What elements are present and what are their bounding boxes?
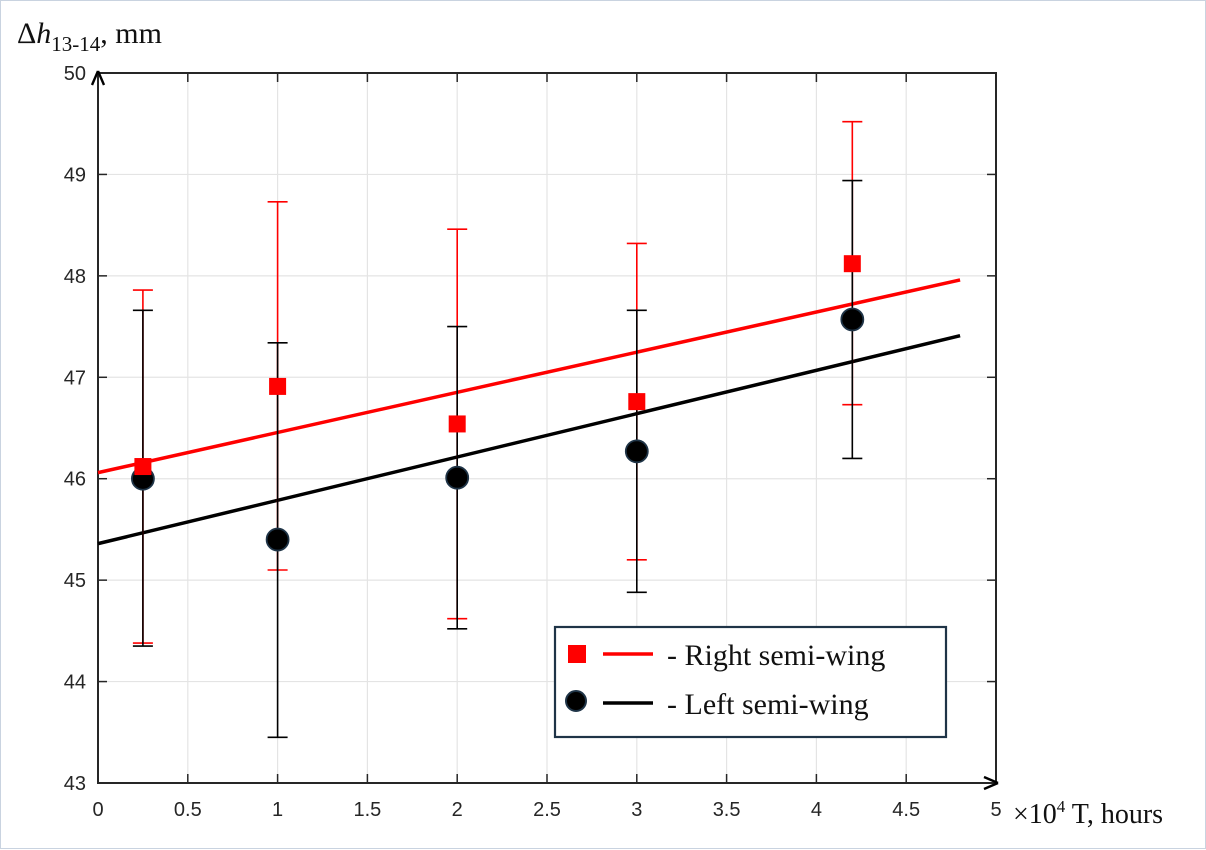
- legend-left-label: - Left semi-wing: [667, 688, 869, 721]
- right-semi-wing-point: [134, 458, 152, 476]
- y-tick-label: 43: [64, 773, 86, 795]
- x-axis-label: ×104 T, hours: [1013, 797, 1163, 830]
- right-semi-wing-point: [269, 377, 287, 395]
- legend-box: [553, 625, 948, 739]
- x-tick-label: 1: [272, 799, 283, 821]
- legend-left-marker: [565, 690, 587, 712]
- x-tick-label: 4.5: [892, 799, 920, 821]
- left-semi-wing-point: [265, 527, 290, 552]
- x-axis-arrow: [983, 775, 999, 791]
- legend-right-marker: [568, 645, 586, 663]
- x-tick-label: 3.5: [713, 799, 741, 821]
- legend: - Right semi-wing - Left semi-wing: [553, 625, 948, 739]
- x-tick-label: 2.5: [533, 799, 561, 821]
- right-semi-wing-point: [843, 255, 861, 273]
- left-semi-wing-point: [624, 439, 649, 464]
- legend-right-label: - Right semi-wing: [667, 639, 885, 672]
- y-tick-label: 49: [64, 164, 86, 186]
- data-markers: [130, 255, 865, 552]
- right-semi-wing-point: [448, 415, 466, 433]
- y-tick-label: 45: [64, 570, 86, 592]
- y-axis-label: Δh13-14, mm: [17, 17, 162, 56]
- right-semi-wing-trend-line: [97, 278, 961, 475]
- right-semi-wing-point: [628, 393, 646, 411]
- x-tick-label: 5: [990, 799, 1001, 821]
- y-tick-label: 44: [64, 672, 86, 694]
- x-tick-label: 0: [92, 799, 103, 821]
- y-tick-label: 46: [64, 469, 86, 491]
- error-bars: [132, 120, 863, 739]
- left-semi-wing-point: [840, 307, 865, 332]
- trend-lines: [97, 278, 961, 546]
- y-tick-label: 47: [64, 367, 86, 389]
- y-axis-arrow: [90, 70, 106, 86]
- y-tick-label: 50: [64, 63, 86, 85]
- y-tick-label: 48: [64, 266, 86, 288]
- x-tick-label: 1.5: [353, 799, 381, 821]
- x-tick-label: 3: [631, 799, 642, 821]
- x-tick-label: 4: [811, 799, 822, 821]
- axis-ticks: 0 0.5 1 1.5 2 2.5 3 3.5 4 4.5 5 43 44 45 46 47 48 49 50: [64, 63, 1002, 821]
- left-semi-wing-point: [445, 465, 470, 490]
- x-tick-label: 2: [452, 799, 463, 821]
- x-tick-label: 0.5: [174, 799, 202, 821]
- left-semi-wing-trend-line: [97, 333, 961, 546]
